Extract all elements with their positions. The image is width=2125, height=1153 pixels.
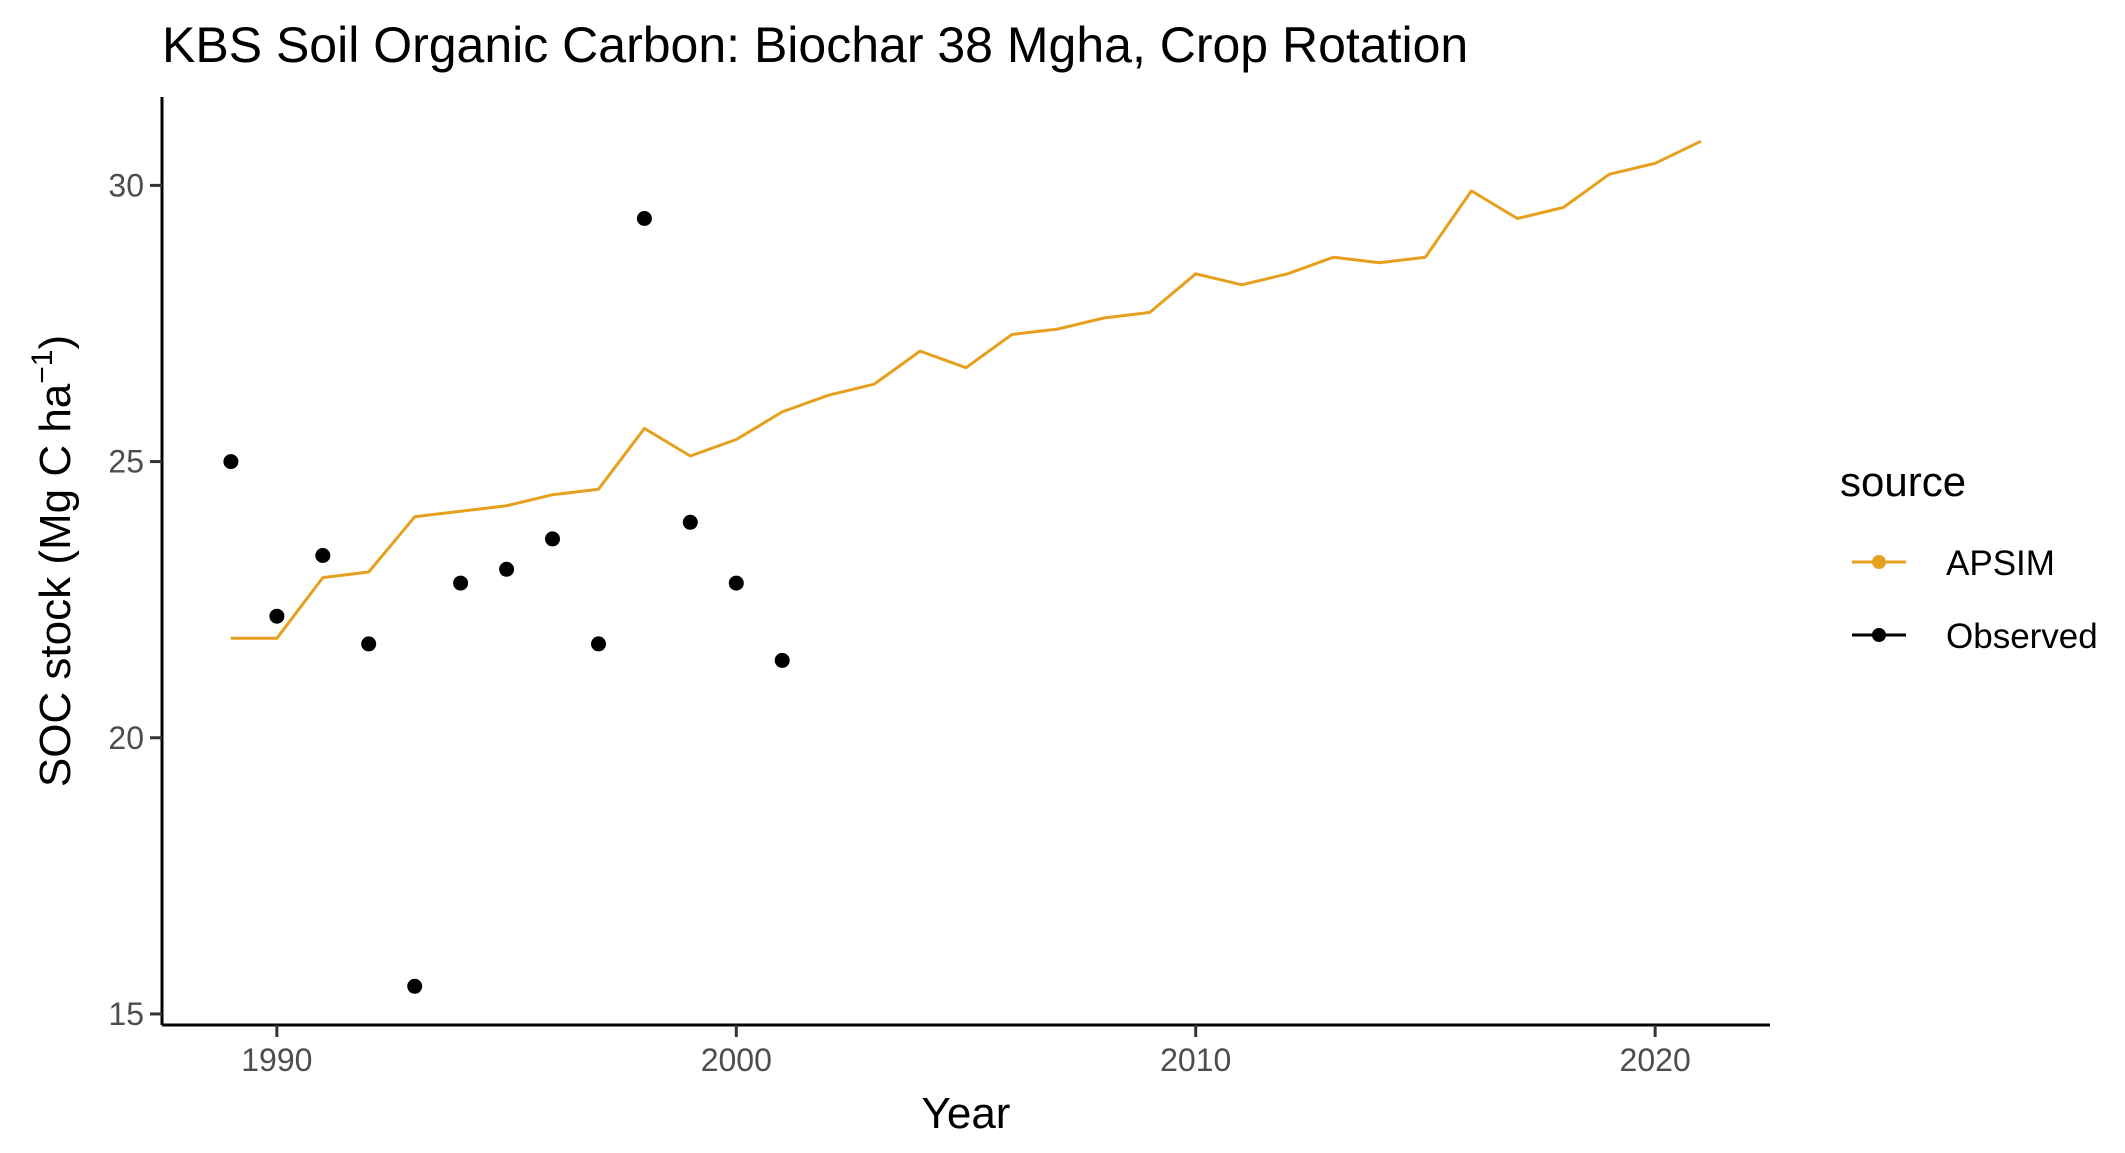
data-point-observed <box>682 514 698 530</box>
legend-label-observed: Observed <box>1946 617 2098 656</box>
data-point-observed <box>499 561 515 577</box>
y-tick-label: 25 <box>108 444 144 480</box>
x-ticks: 1990 2000 2010 2020 <box>241 1025 1691 1078</box>
x-tick-label: 2010 <box>1160 1042 1231 1078</box>
x-tick-label: 1990 <box>241 1042 312 1078</box>
data-point-observed <box>728 575 744 591</box>
legend-item-apsim: APSIM <box>1852 544 2055 583</box>
data-point-observed <box>407 978 423 994</box>
x-tick-label: 2020 <box>1620 1042 1691 1078</box>
y-ticks: 15 20 25 30 <box>108 167 162 1032</box>
data-point-observed <box>591 636 606 652</box>
data-point-observed <box>223 454 239 470</box>
y-axis-title-main: SOC stock (Mg C ha <box>31 383 80 787</box>
legend-label-apsim: APSIM <box>1946 544 2055 583</box>
y-axis-title-close: ) <box>31 335 80 350</box>
y-axis-title-superscript: −1 <box>26 350 59 384</box>
y-tick-label: 30 <box>108 167 144 203</box>
series-line-apsim <box>230 139 1702 640</box>
data-point-observed <box>545 531 560 547</box>
series-layer <box>223 139 1702 994</box>
chart-title: KBS Soil Organic Carbon: Biochar 38 Mgha… <box>162 17 1468 73</box>
data-point-observed <box>774 652 790 668</box>
data-point-observed <box>453 575 469 591</box>
data-point-observed <box>361 636 377 652</box>
data-point-observed <box>636 211 652 226</box>
legend-item-observed: Observed <box>1852 617 2098 656</box>
legend-title: source <box>1840 458 1966 505</box>
legend: source APSIM Observed <box>1840 458 2098 656</box>
y-axis-title: SOC stock (Mg C ha−1) <box>26 335 80 787</box>
x-tick-label: 2000 <box>701 1042 772 1078</box>
y-tick-label: 15 <box>108 996 144 1032</box>
data-point-observed <box>315 548 331 563</box>
y-tick-label: 20 <box>108 720 144 756</box>
plot-area: 1990 2000 2010 2020 15 20 25 30 <box>108 97 1770 1078</box>
legend-key-point-observed <box>1872 628 1886 642</box>
legend-key-point-apsim <box>1872 555 1886 569</box>
data-point-observed <box>269 608 285 624</box>
x-axis-title: Year <box>922 1089 1011 1138</box>
